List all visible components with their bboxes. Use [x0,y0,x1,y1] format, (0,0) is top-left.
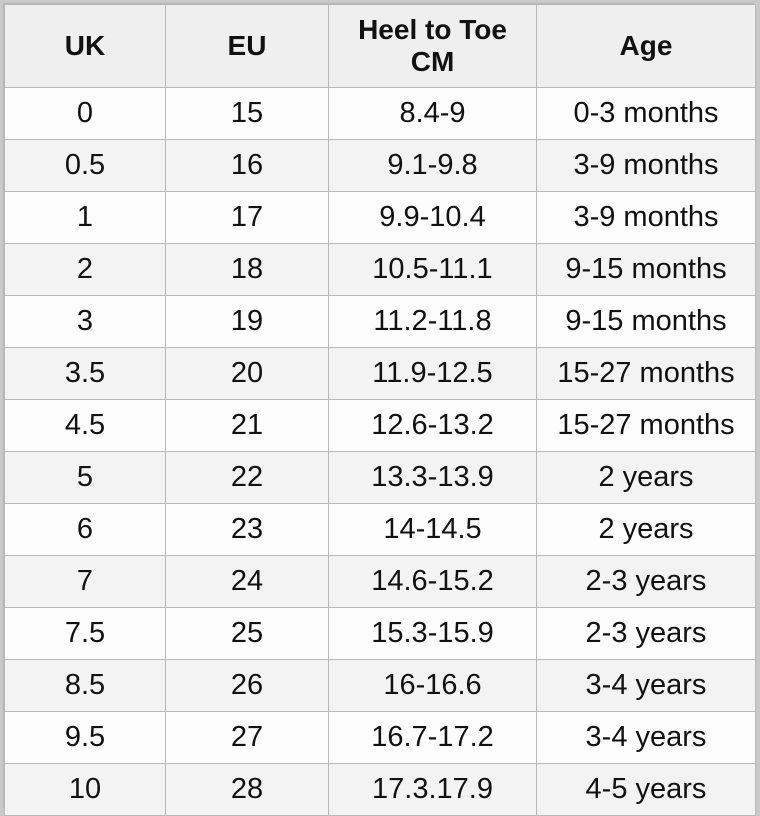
header-row: UK EU Heel to Toe CM Age [4,4,756,88]
cell-uk: 9.5 [4,711,166,764]
cell-cm: 10.5-11.1 [328,243,537,296]
cell-eu: 18 [165,243,329,296]
header-age: Age [536,4,756,88]
table-row: 0.5 16 9.1-9.8 3-9 months [4,139,756,192]
table-row: 10 28 17.3.17.9 4-5 years [4,763,756,816]
cell-eu: 15 [165,87,329,140]
cell-age: 2 years [536,503,756,556]
table-row: 7 24 14.6-15.2 2-3 years [4,555,756,608]
cell-cm: 13.3-13.9 [328,451,537,504]
cell-uk: 7.5 [4,607,166,660]
header-uk: UK [4,4,166,88]
table-row: 6 23 14-14.5 2 years [4,503,756,556]
table-row: 1 17 9.9-10.4 3-9 months [4,191,756,244]
cell-uk: 3 [4,295,166,348]
cell-uk: 3.5 [4,347,166,400]
cell-age: 3-4 years [536,659,756,712]
cell-eu: 26 [165,659,329,712]
cell-eu: 27 [165,711,329,764]
cell-cm: 9.1-9.8 [328,139,537,192]
cell-uk: 8.5 [4,659,166,712]
shoe-size-table: UK EU Heel to Toe CM Age 0 15 8.4-9 0-3 … [4,4,756,816]
cell-eu: 24 [165,555,329,608]
cell-eu: 19 [165,295,329,348]
table-row: 8.5 26 16-16.6 3-4 years [4,659,756,712]
table-row: 2 18 10.5-11.1 9-15 months [4,243,756,296]
cell-eu: 28 [165,763,329,816]
cell-age: 0-3 months [536,87,756,140]
cell-age: 2-3 years [536,555,756,608]
cell-eu: 16 [165,139,329,192]
cell-age: 9-15 months [536,243,756,296]
size-chart-frame: UK EU Heel to Toe CM Age 0 15 8.4-9 0-3 … [3,3,756,816]
cell-cm: 16-16.6 [328,659,537,712]
cell-age: 15-27 months [536,347,756,400]
header-heel-line2: CM [410,46,455,77]
cell-uk: 10 [4,763,166,816]
table-row: 9.5 27 16.7-17.2 3-4 years [4,711,756,764]
cell-uk: 0 [4,87,166,140]
cell-cm: 16.7-17.2 [328,711,537,764]
cell-eu: 22 [165,451,329,504]
header-heel-to-toe: Heel to Toe CM [328,4,537,88]
cell-eu: 21 [165,399,329,452]
cell-uk: 6 [4,503,166,556]
cell-age: 4-5 years [536,763,756,816]
cell-eu: 23 [165,503,329,556]
cell-uk: 7 [4,555,166,608]
cell-age: 15-27 months [536,399,756,452]
cell-age: 9-15 months [536,295,756,348]
cell-cm: 14-14.5 [328,503,537,556]
cell-uk: 2 [4,243,166,296]
header-heel-line1: Heel to Toe [358,14,507,45]
cell-age: 3-9 months [536,139,756,192]
cell-age: 2-3 years [536,607,756,660]
header-eu: EU [165,4,329,88]
table-row: 4.5 21 12.6-13.2 15-27 months [4,399,756,452]
cell-age: 3-9 months [536,191,756,244]
cell-uk: 0.5 [4,139,166,192]
cell-uk: 5 [4,451,166,504]
cell-age: 3-4 years [536,711,756,764]
cell-cm: 9.9-10.4 [328,191,537,244]
cell-eu: 25 [165,607,329,660]
cell-uk: 1 [4,191,166,244]
cell-cm: 15.3-15.9 [328,607,537,660]
cell-eu: 17 [165,191,329,244]
table-row: 7.5 25 15.3-15.9 2-3 years [4,607,756,660]
cell-eu: 20 [165,347,329,400]
table-row: 3.5 20 11.9-12.5 15-27 months [4,347,756,400]
cell-cm: 8.4-9 [328,87,537,140]
cell-cm: 12.6-13.2 [328,399,537,452]
cell-cm: 14.6-15.2 [328,555,537,608]
table-row: 5 22 13.3-13.9 2 years [4,451,756,504]
cell-cm: 11.9-12.5 [328,347,537,400]
cell-age: 2 years [536,451,756,504]
table-row: 0 15 8.4-9 0-3 months [4,87,756,140]
cell-cm: 17.3.17.9 [328,763,537,816]
table-row: 3 19 11.2-11.8 9-15 months [4,295,756,348]
cell-uk: 4.5 [4,399,166,452]
cell-cm: 11.2-11.8 [328,295,537,348]
